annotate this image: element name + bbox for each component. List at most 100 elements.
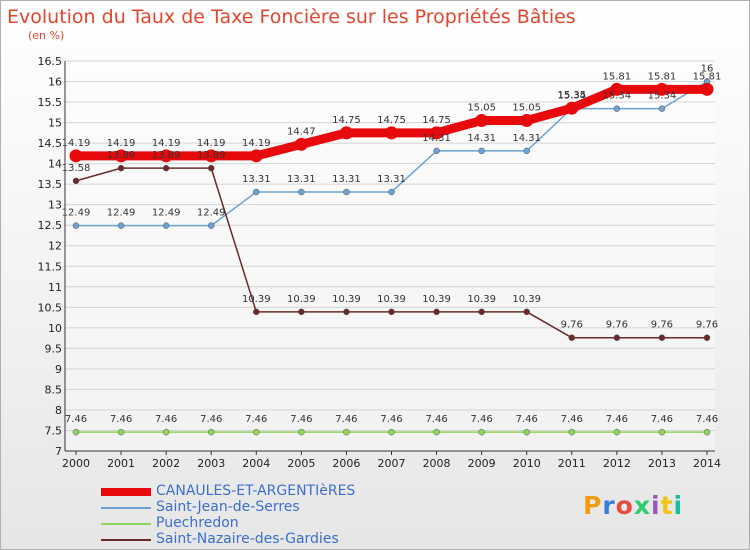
- data-label: 10.39: [512, 294, 541, 305]
- y-tick-label: 10.5: [38, 301, 63, 314]
- data-label: 14.19: [152, 138, 181, 149]
- x-tick-label: 2001: [107, 457, 135, 470]
- x-tick-label: 2011: [558, 457, 586, 470]
- data-label: 15.81: [603, 71, 632, 82]
- x-tick-label: 2006: [332, 457, 360, 470]
- data-label: 15.81: [648, 71, 677, 82]
- logo-letter: o: [615, 491, 634, 520]
- data-point: [568, 428, 576, 436]
- data-label: 7.46: [696, 414, 718, 425]
- data-label: 7.46: [380, 414, 402, 425]
- data-point: [568, 334, 576, 341]
- data-point: [658, 105, 666, 112]
- data-point: [700, 82, 714, 96]
- data-point: [613, 428, 621, 436]
- data-label: 14.75: [422, 115, 451, 126]
- y-tick-label: 11: [48, 281, 62, 294]
- data-label: 14.47: [287, 126, 316, 137]
- data-label: 12.49: [62, 208, 91, 219]
- data-point: [433, 428, 440, 436]
- data-label: 15.34: [603, 91, 632, 102]
- x-tick-label: 2002: [152, 457, 180, 470]
- logo-letter: r: [602, 491, 616, 520]
- data-label: 16: [701, 64, 714, 75]
- data-point: [388, 188, 395, 196]
- legend-label: CANAULES-ET-ARGENTIèRES: [156, 483, 356, 499]
- data-point: [343, 188, 350, 196]
- plot-area: [65, 61, 715, 451]
- data-point: [207, 222, 215, 229]
- x-tick-label: 2000: [62, 457, 90, 470]
- y-tick-label: 14.5: [38, 137, 63, 150]
- x-tick-label: 2014: [693, 457, 721, 470]
- data-point: [162, 428, 170, 436]
- data-point: [72, 222, 80, 229]
- data-point: [162, 222, 170, 229]
- legend-swatch: [101, 488, 151, 496]
- data-label: 10.39: [242, 294, 271, 305]
- data-label: 7.46: [606, 414, 628, 425]
- data-label: 13.58: [62, 163, 91, 174]
- x-tick-label: 2004: [242, 457, 270, 470]
- data-point: [478, 428, 485, 436]
- data-point: [294, 137, 308, 151]
- logo-letter: i: [651, 491, 661, 520]
- data-label: 7.46: [155, 414, 177, 425]
- data-label: 7.46: [290, 414, 312, 425]
- y-tick-label: 12: [48, 240, 62, 253]
- data-label: 14.31: [512, 133, 541, 144]
- data-point: [658, 428, 666, 436]
- data-label: 13.89: [197, 150, 226, 161]
- legend-label: Puechredon: [156, 515, 239, 531]
- data-label: 10.39: [287, 294, 316, 305]
- data-label: 14.31: [467, 133, 496, 144]
- data-point: [162, 164, 170, 172]
- y-tick-label: 16: [48, 76, 62, 89]
- data-point: [69, 149, 83, 163]
- y-tick-label: 10: [48, 322, 62, 335]
- logo-letter: i: [673, 491, 684, 520]
- data-label: 10.39: [377, 294, 406, 305]
- data-point: [388, 428, 395, 436]
- data-point: [298, 308, 305, 316]
- data-point: [249, 149, 263, 163]
- x-tick-label: 2007: [378, 457, 406, 470]
- data-point: [433, 147, 440, 155]
- x-tick-label: 2008: [423, 457, 451, 470]
- data-label: 13.31: [377, 174, 406, 185]
- legend-swatch: [101, 507, 151, 509]
- y-tick-label: 13.5: [38, 178, 63, 191]
- data-point: [117, 428, 125, 436]
- data-label: 9.76: [561, 320, 583, 331]
- data-label: 7.46: [651, 414, 673, 425]
- data-label: 7.46: [335, 414, 357, 425]
- data-label: 7.46: [245, 414, 267, 425]
- data-point: [703, 428, 711, 436]
- y-tick-label: 9: [55, 363, 62, 376]
- x-tick-label: 2012: [603, 457, 631, 470]
- x-tick-label: 2010: [513, 457, 541, 470]
- data-point: [298, 428, 305, 436]
- data-point: [523, 147, 530, 155]
- data-label: 13.31: [242, 174, 271, 185]
- y-tick-label: 13: [48, 199, 62, 212]
- data-label: 9.76: [696, 320, 718, 331]
- data-label: 7.46: [471, 414, 493, 425]
- x-tick-label: 2003: [197, 457, 225, 470]
- legend-label: Saint-Jean-de-Serres: [156, 499, 300, 515]
- data-point: [613, 105, 621, 112]
- logo-letter: x: [633, 491, 651, 520]
- data-label: 14.75: [332, 115, 361, 126]
- data-label: 15.05: [467, 103, 496, 114]
- data-point: [703, 334, 711, 341]
- y-tick-label: 8: [55, 404, 62, 417]
- data-label: 14.19: [107, 138, 136, 149]
- data-point: [253, 428, 260, 436]
- y-tick-label: 8.5: [45, 383, 63, 396]
- data-label: 13.31: [332, 174, 361, 185]
- data-label: 12.49: [152, 208, 181, 219]
- data-label: 10.39: [467, 294, 496, 305]
- y-tick-label: 15: [48, 117, 62, 130]
- legend-swatch: [101, 523, 151, 525]
- data-point: [343, 428, 350, 436]
